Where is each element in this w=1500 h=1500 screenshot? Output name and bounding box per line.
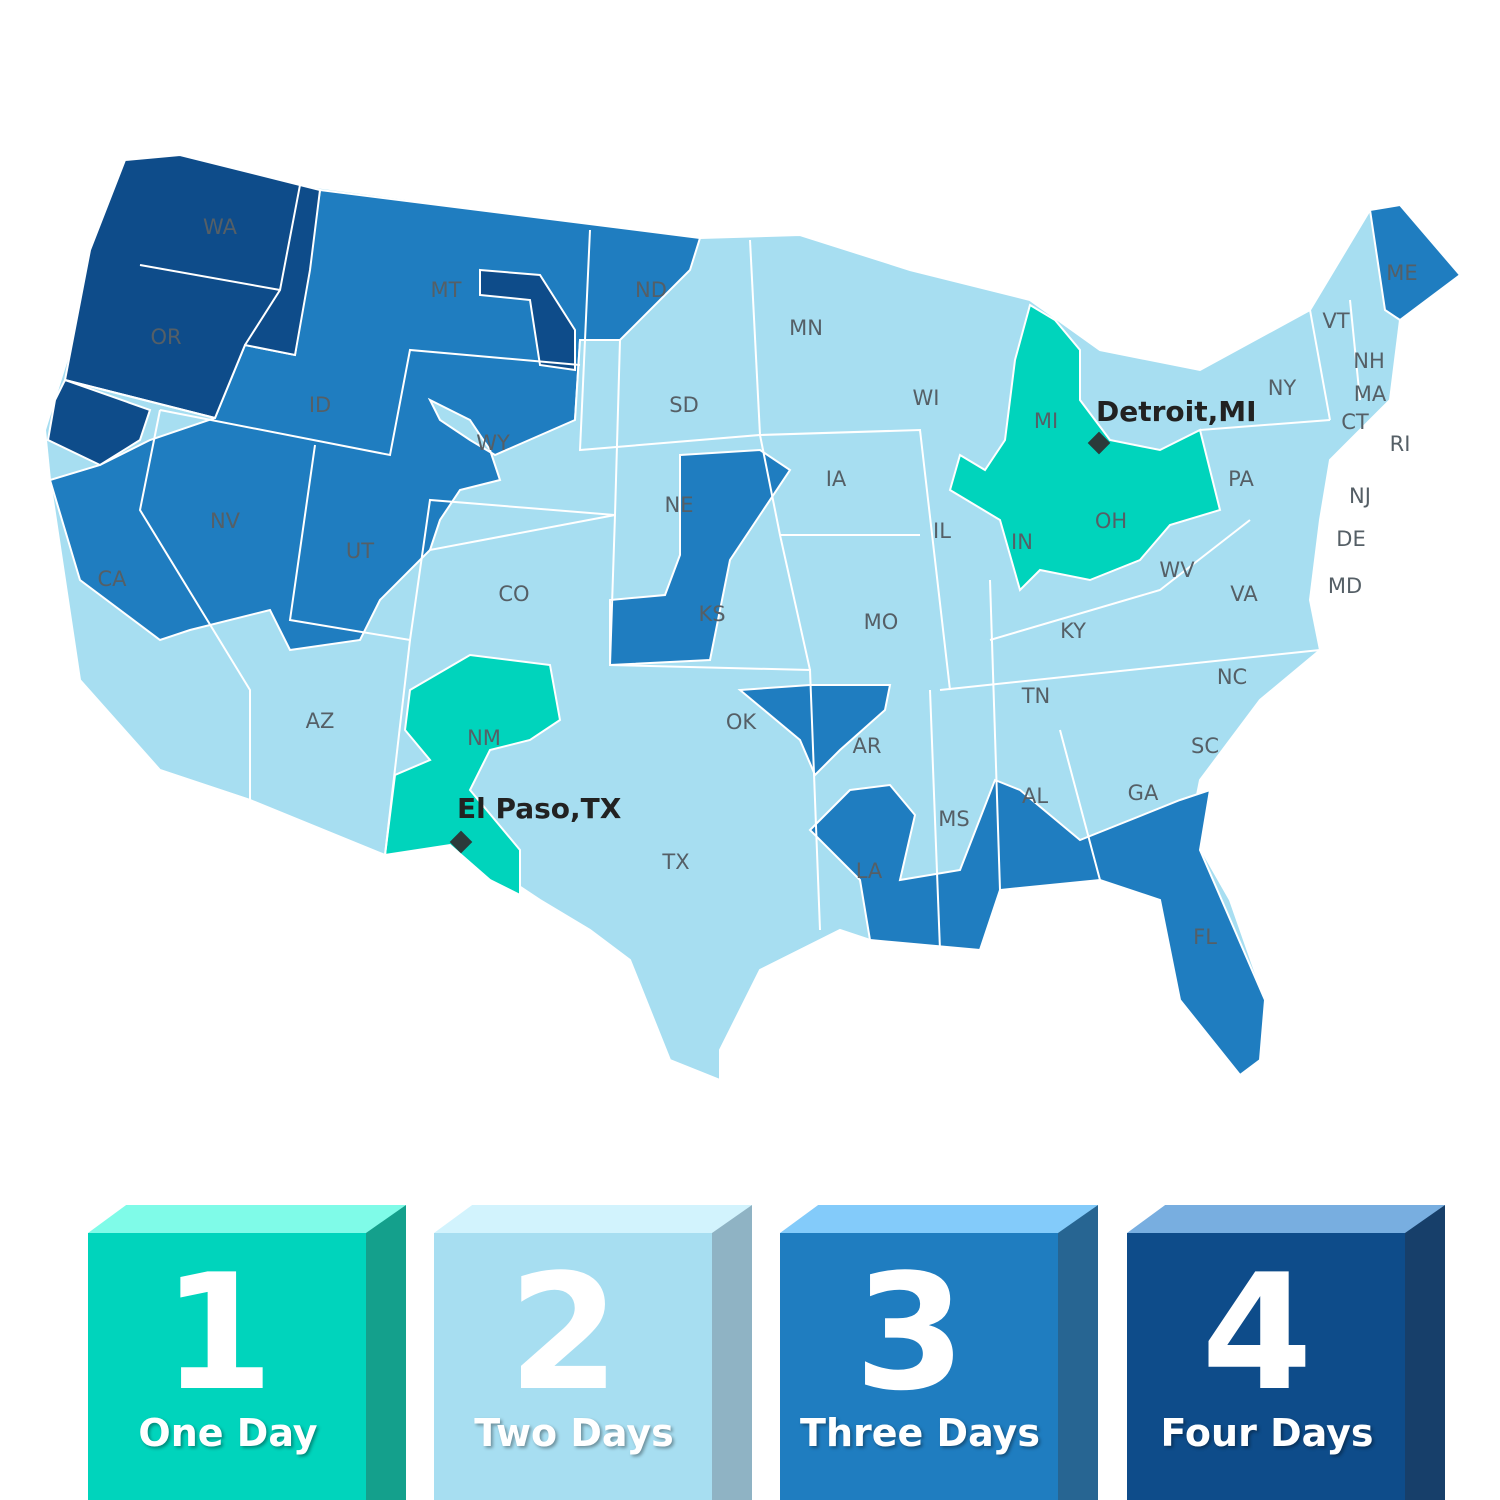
state-label-mo: MO: [863, 610, 899, 634]
state-label-ne: NE: [664, 493, 694, 517]
region-three-days-south: [808, 778, 1267, 1077]
state-label-ri: RI: [1389, 432, 1411, 456]
state-label-wa: WA: [203, 215, 237, 239]
state-label-or: OR: [150, 325, 182, 349]
state-label-me: ME: [1386, 261, 1418, 285]
state-label-co: CO: [498, 582, 530, 606]
legend-block-face: 3 Three Days: [780, 1233, 1058, 1500]
legend-block-face: 1 One Day: [88, 1233, 366, 1500]
legend-block-side: [366, 1205, 406, 1500]
region-four-days-ca: [46, 378, 152, 467]
state-label-nd: ND: [635, 278, 667, 302]
state-label-wv: WV: [1159, 558, 1195, 582]
region-four-days-mt: [479, 268, 576, 372]
state-label-al: AL: [1021, 784, 1049, 808]
city-label: Detroit,MI: [1096, 395, 1257, 428]
state-borders: [64, 184, 1361, 951]
state-label-wi: WI: [912, 386, 940, 410]
region-three-days-ok-ar: [737, 684, 892, 777]
state-label-ks: KS: [698, 602, 726, 626]
legend-label: Four Days: [1160, 1411, 1374, 1455]
us-delivery-map: [43, 153, 1462, 1082]
state-label-ar: AR: [852, 734, 882, 758]
state-label-va: VA: [1230, 582, 1258, 606]
legend-number: 4: [1201, 1239, 1313, 1426]
diamond-marker-icon: [1087, 431, 1111, 455]
state-label-nc: NC: [1216, 665, 1248, 689]
state-label-sd: SD: [669, 393, 699, 417]
legend-block-top: [434, 1205, 752, 1233]
state-label-nh: NH: [1353, 349, 1385, 373]
legend-label: Three Days: [800, 1411, 1040, 1455]
state-label-in: IN: [1011, 530, 1033, 554]
region-three-days-ne-ks: [609, 448, 792, 667]
state-label-pa: PA: [1228, 467, 1254, 491]
state-label-md: MD: [1327, 574, 1363, 598]
legend-block-3: 3 Three Days: [780, 1205, 1098, 1500]
state-label-tx: TX: [662, 850, 690, 874]
state-label-ut: UT: [345, 539, 375, 563]
state-label-ga: GA: [1127, 781, 1159, 805]
legend-number: 1: [162, 1239, 274, 1426]
state-label-la: LA: [855, 859, 883, 883]
state-label-il: IL: [933, 519, 951, 543]
state-label-nv: NV: [209, 509, 241, 533]
state-label-vt: VT: [1322, 309, 1350, 333]
legend-block-side: [712, 1205, 752, 1500]
region-one-day-midwest: [948, 303, 1222, 592]
city-label: El Paso,TX: [457, 792, 622, 825]
legend-block-face: 4 Four Days: [1127, 1233, 1405, 1500]
state-label-tn: TN: [1021, 684, 1051, 708]
state-label-ok: OK: [725, 710, 757, 734]
legend-number: 2: [508, 1239, 620, 1426]
region-one-day-southwest: [383, 653, 562, 897]
diamond-marker-icon: [449, 830, 473, 854]
legend-block-face: 2 Two Days: [434, 1233, 712, 1500]
legend-label: Two Days: [474, 1411, 674, 1455]
state-label-sc: SC: [1191, 734, 1219, 758]
legend-block-side: [1058, 1205, 1098, 1500]
state-label-id: ID: [308, 393, 332, 417]
state-label-wy: WY: [476, 431, 510, 455]
state-label-az: AZ: [305, 709, 335, 733]
state-label-ny: NY: [1267, 376, 1297, 400]
state-label-mi: MI: [1033, 409, 1059, 433]
region-three-days-ne: [1368, 203, 1462, 322]
state-label-ia: IA: [825, 467, 847, 491]
region-four-days-northwest: [63, 153, 322, 420]
legend-block-top: [780, 1205, 1098, 1233]
state-label-ms: MS: [938, 807, 970, 831]
state-label-nm: NM: [467, 726, 501, 750]
state-label-nj: NJ: [1349, 484, 1371, 508]
state-label-ct: CT: [1341, 410, 1369, 434]
state-label-fl: FL: [1193, 925, 1217, 949]
state-label-ma: MA: [1353, 382, 1387, 406]
legend-block-top: [88, 1205, 406, 1233]
legend-block-top: [1127, 1205, 1445, 1233]
state-label-mt: MT: [430, 278, 462, 302]
legend-number: 3: [854, 1239, 966, 1426]
legend-label: One Day: [138, 1411, 318, 1455]
state-label-ca: CA: [97, 567, 127, 591]
state-label-oh: OH: [1094, 509, 1128, 533]
legend-block-side: [1405, 1205, 1445, 1500]
legend-block-1: 1 One Day: [88, 1205, 406, 1500]
state-label-de: DE: [1336, 527, 1366, 551]
state-label-ky: KY: [1060, 619, 1086, 643]
legend-block-2: 2 Two Days: [434, 1205, 752, 1500]
legend-block-4: 4 Four Days: [1127, 1205, 1445, 1500]
state-label-mn: MN: [789, 316, 823, 340]
